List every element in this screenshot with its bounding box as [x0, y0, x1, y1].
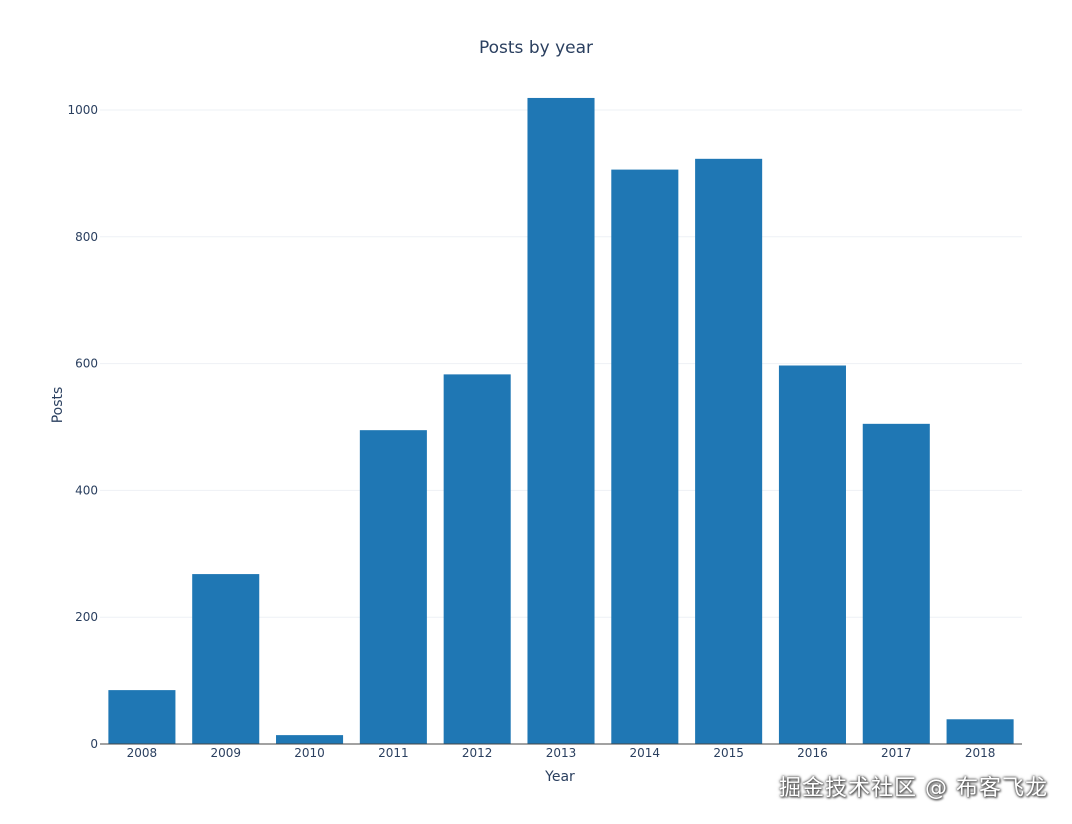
y-tick-label: 800 [75, 230, 98, 244]
y-tick-labels: 0 200 400 600 800 1000 [67, 103, 98, 751]
x-axis-title: Year [544, 769, 575, 785]
x-tick-label: 2008 [127, 746, 158, 760]
bar-2010[interactable] [276, 735, 344, 744]
x-tick-label: 2012 [462, 746, 493, 760]
x-tick-label: 2013 [546, 746, 577, 760]
bar-2018[interactable] [946, 719, 1014, 744]
x-tick-label: 2011 [378, 746, 409, 760]
bars [108, 97, 1014, 745]
bar-2016[interactable] [778, 365, 846, 744]
y-tick-label: 0 [90, 737, 98, 751]
bar-2013[interactable] [527, 97, 595, 745]
x-tick-label: 2010 [294, 746, 325, 760]
x-tick-label: 2018 [965, 746, 996, 760]
x-tick-label: 2009 [210, 746, 241, 760]
y-axis-title: Posts [50, 387, 66, 424]
y-tick-label: 200 [75, 610, 98, 624]
bar-2011[interactable] [359, 430, 427, 744]
y-tick-label: 1000 [67, 103, 98, 117]
x-tick-label: 2014 [630, 746, 661, 760]
bar-2017[interactable] [862, 423, 930, 744]
watermark: 掘金技术社区 @ 布客飞龙 [779, 776, 1048, 801]
bar-2014[interactable] [611, 169, 679, 744]
bar-2008[interactable] [108, 690, 176, 744]
x-tick-label: 2016 [797, 746, 828, 760]
bar-2009[interactable] [192, 574, 260, 744]
y-tick-label: 600 [75, 357, 98, 371]
bar-2015[interactable] [695, 158, 763, 744]
x-tick-label: 2017 [881, 746, 912, 760]
y-tick-label: 400 [75, 483, 98, 497]
chart-title: Posts by year [479, 38, 593, 58]
bar-2012[interactable] [443, 374, 511, 744]
x-tick-label: 2015 [713, 746, 744, 760]
x-tick-labels: 2008 2009 2010 2011 2012 2013 2014 2015 2016 2017… [127, 746, 996, 760]
